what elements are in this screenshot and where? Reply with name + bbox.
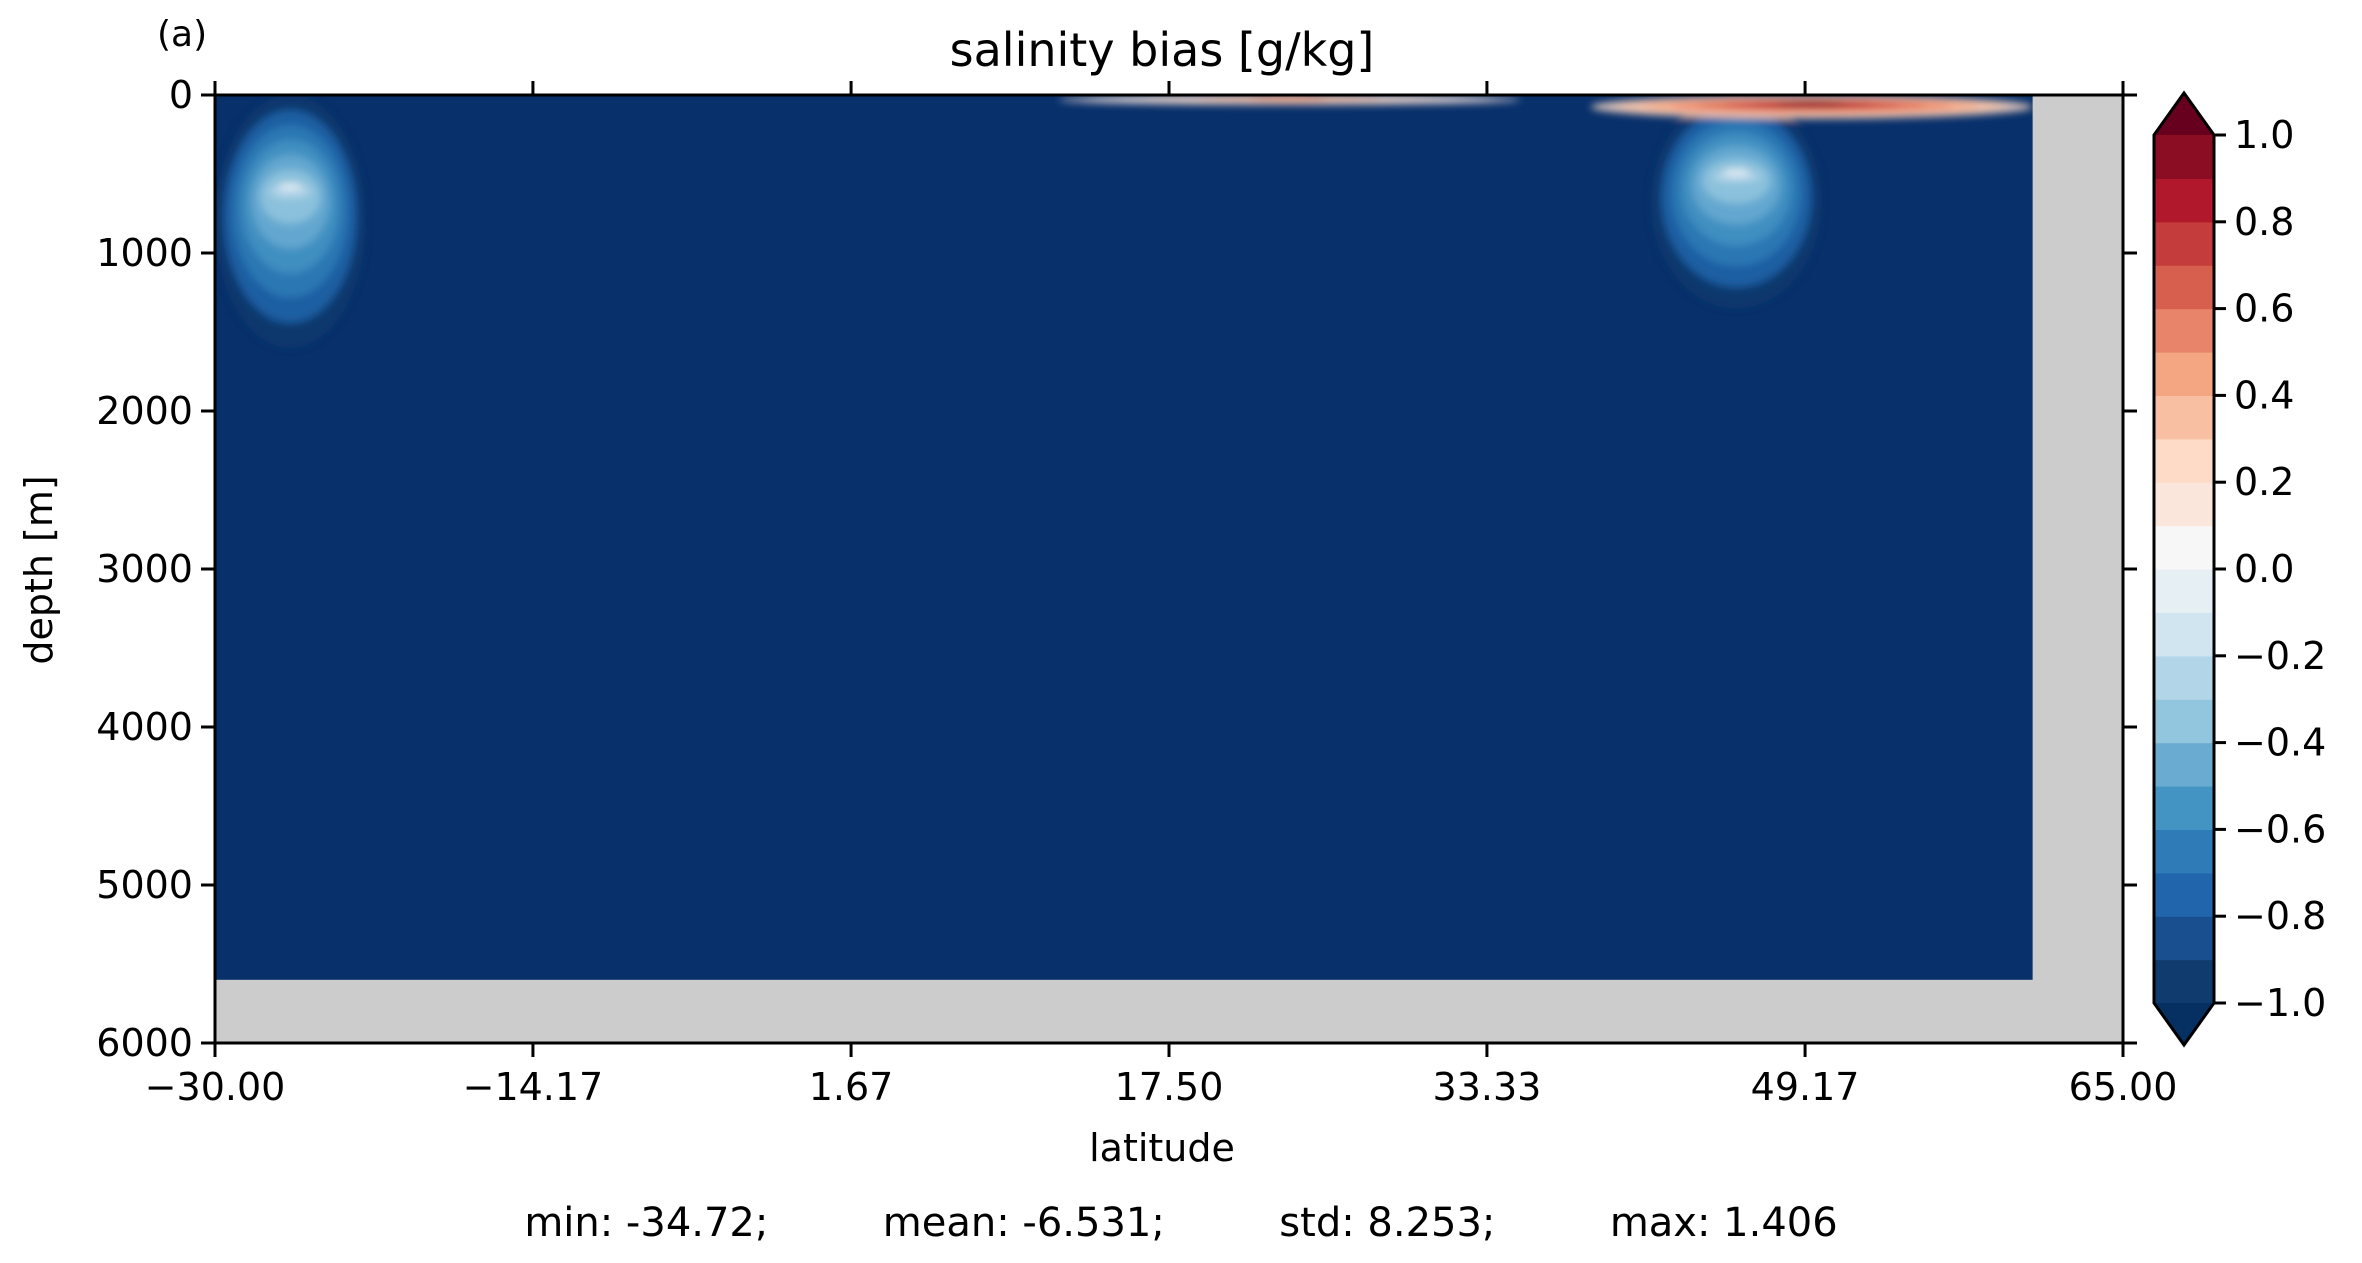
y-tick-label: 0 <box>169 73 193 117</box>
y-tick-label: 4000 <box>96 705 193 749</box>
panel-label: (a) <box>157 14 207 55</box>
stat-std: std: 8.253; <box>1279 1200 1496 1246</box>
feature-tropical-surface-salty-level-7 <box>1252 95 1327 103</box>
x-tick-label: 1.67 <box>809 1065 894 1109</box>
stat-min: min: -34.72; <box>524 1200 769 1246</box>
colorbar-level <box>2154 221 2214 266</box>
colorbar-tick-label: −0.4 <box>2234 721 2326 765</box>
colorbar-tick-label: 0.0 <box>2234 547 2294 591</box>
y-tick-label: 3000 <box>96 547 193 591</box>
x-tick-label: 17.50 <box>1115 1065 1224 1109</box>
colorbar-tick-label: −0.6 <box>2234 807 2326 851</box>
colorbar-level <box>2154 742 2214 787</box>
colorbar-level <box>2154 916 2214 961</box>
colorbar-tick-label: −0.2 <box>2234 634 2326 678</box>
colorbar-tick-label: 0.4 <box>2234 373 2294 417</box>
colorbar-tick-label: 0.6 <box>2234 287 2294 331</box>
x-tick-label: −14.17 <box>463 1065 604 1109</box>
colorbar-level <box>2154 135 2214 179</box>
y-tick-label: 5000 <box>96 863 193 907</box>
y-tick-label: 1000 <box>96 231 193 275</box>
y-tick-label: 6000 <box>96 1021 193 1065</box>
colorbar-level <box>2154 786 2214 830</box>
colorbar-level <box>2154 829 2214 874</box>
x-tick-label: −30.00 <box>145 1065 286 1109</box>
colorbar-level <box>2154 525 2214 570</box>
colorbar-level <box>2154 395 2214 440</box>
colorbar-level <box>2154 438 2214 483</box>
colorbar-level <box>2154 308 2214 353</box>
colorbar-level <box>2154 569 2214 613</box>
stat-max: max: 1.406 <box>1609 1200 1838 1246</box>
colorbar-level <box>2154 265 2214 310</box>
colorbar-level <box>2154 699 2214 744</box>
colorbar-level <box>2154 482 2214 527</box>
colorbar-level <box>2154 612 2214 657</box>
y-tick-label: 2000 <box>96 389 193 433</box>
colorbar-level <box>2154 959 2214 1004</box>
feature-northern-freshening-level-7 <box>1722 168 1751 177</box>
colorbar: 1.0 0.8 0.6 0.4 0.2 0.0 −0.2 −0.4 −0.6 −0.8 −1.0 <box>2152 90 2326 1048</box>
colorbar-level <box>2154 872 2214 917</box>
x-tick-label: 65.00 <box>2069 1065 2178 1109</box>
x-axis-label: latitude <box>1089 1126 1235 1170</box>
x-tick-label: 33.33 <box>1433 1065 1542 1109</box>
x-tick-label: 49.17 <box>1751 1065 1860 1109</box>
colorbar-under-triangle <box>2154 1003 2214 1045</box>
y-axis-label: depth [m] <box>17 475 61 664</box>
bias-features <box>215 95 2033 348</box>
colorbar-level <box>2154 352 2214 396</box>
colorbar-level <box>2154 655 2214 700</box>
colorbar-tick-label: 0.2 <box>2234 460 2294 504</box>
colorbar-tick-label: 0.8 <box>2234 200 2294 244</box>
colorbar-level <box>2154 178 2214 223</box>
colorbar-tick-label: −1.0 <box>2234 981 2326 1025</box>
stats-line: min: -34.72; mean: -6.531; std: 8.253; m… <box>0 1200 2362 1246</box>
stat-mean: mean: -6.531; <box>882 1200 1165 1246</box>
feature-northern-surface-salty-level-7 <box>1776 99 1848 108</box>
feature-southern-freshening-level-7 <box>278 182 303 191</box>
chart-title: salinity bias [g/kg] <box>950 23 1375 77</box>
y-axis-ticks: 0 1000 2000 3000 4000 5000 6000 <box>96 73 2137 1065</box>
colorbar-tick-label: 1.0 <box>2234 113 2294 157</box>
plot-area <box>215 95 2123 1043</box>
colorbar-tick-label: −0.8 <box>2234 894 2326 938</box>
colorbar-over-triangle <box>2154 93 2214 135</box>
x-axis-ticks: −30.00 −14.17 1.67 17.50 33.33 49.17 65.00 <box>145 81 2178 1109</box>
